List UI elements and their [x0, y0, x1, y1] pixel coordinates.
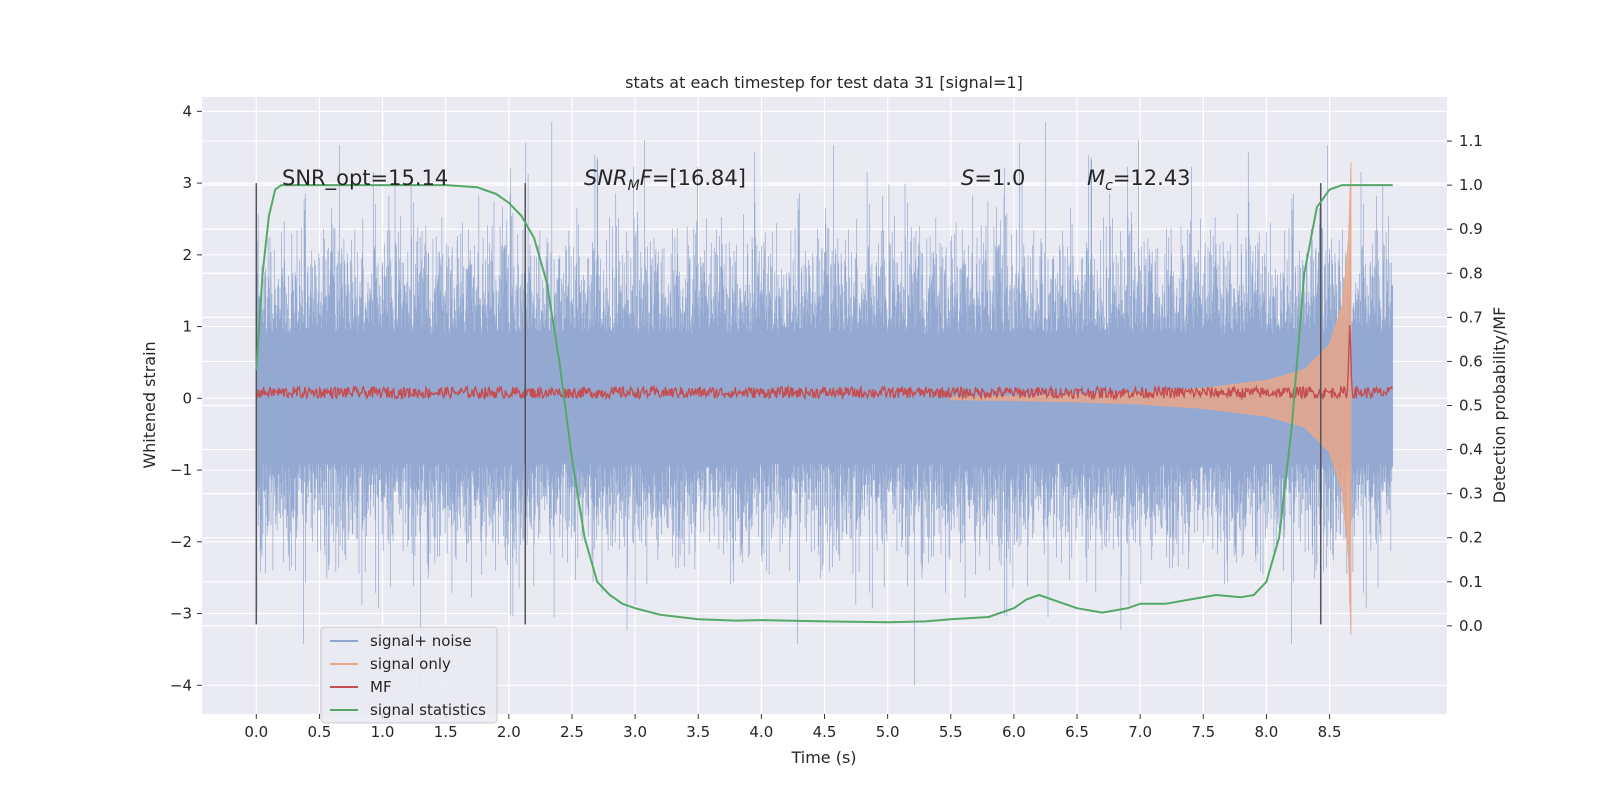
y-right-tick-label: 1.0: [1459, 176, 1483, 194]
annotation-s: S=1.0: [961, 166, 1025, 190]
mf-line: [255, 324, 1393, 401]
x-tick-label: 1.0: [371, 723, 395, 741]
annotation-snr-mf-sub: M: [628, 178, 640, 194]
y-right-tick-label: 0.6: [1459, 352, 1483, 370]
annotation-snr-mf: SNRMF=[16.84]: [584, 166, 746, 194]
annotation-mc-value: =12.43: [1113, 166, 1191, 190]
y-right-tick-label: 0.1: [1459, 573, 1483, 591]
x-tick-label: 3.5: [686, 723, 710, 741]
legend-label-signal: signal only: [370, 655, 451, 673]
annotation-snr-opt: SNR_opt=15.14: [282, 166, 448, 191]
y-tick-label: 0: [182, 389, 192, 407]
x-axis-label: Time (s): [790, 748, 856, 767]
x-tick-label: 7.5: [1191, 723, 1215, 741]
vlines: [255, 183, 1322, 625]
y-right-tick-label: 0.9: [1459, 220, 1483, 238]
x-tick-label: 0.0: [244, 723, 268, 741]
annotation-snr-mf-value: =[16.84]: [652, 166, 746, 190]
annotation-mc-sub: c: [1105, 178, 1113, 194]
y-tick-label: 4: [182, 102, 192, 120]
x-tick-label: 4.5: [813, 723, 837, 741]
y-right-tick-label: 0.7: [1459, 308, 1483, 326]
annotation-snr-mf-tail: F: [640, 166, 653, 190]
y-right-tick-label: 1.1: [1459, 132, 1483, 150]
mf-series: [255, 324, 1393, 401]
legend: signal+ noise signal only MF signal stat…: [320, 626, 498, 724]
x-tick-label: 6.0: [1002, 723, 1026, 741]
annotation-mc-base: M: [1087, 166, 1105, 190]
annotation-mc: Mc=12.43: [1087, 166, 1191, 194]
x-tick-label: 5.5: [939, 723, 963, 741]
y-right-tick-label: 0.0: [1459, 617, 1483, 635]
y-tick-label: −1: [170, 461, 192, 479]
y-right-ticks: 0.0 0.1 0.2 0.3 0.4 0.5 0.6 0.7 0.8 0.9 1.0 1.1: [1447, 132, 1483, 635]
x-tick-label: 8.5: [1318, 723, 1342, 741]
x-tick-label: 3.0: [623, 723, 647, 741]
y-right-tick-label: 0.5: [1459, 397, 1483, 415]
x-tick-label: 0.5: [307, 723, 331, 741]
legend-label-stats: signal statistics: [370, 701, 486, 719]
x-tick-label: 1.5: [434, 723, 458, 741]
x-tick-label: 6.5: [1065, 723, 1089, 741]
y-ticks: −4 −3 −2 −1 0 1 2 3 4: [170, 102, 202, 694]
signal-statistics-line: [255, 184, 1393, 624]
x-tick-label: 4.0: [749, 723, 773, 741]
annotation-snr-mf-base: SNR: [584, 166, 628, 190]
y-tick-label: 3: [182, 174, 192, 192]
annotation-s-value: =1.0: [974, 166, 1025, 190]
x-tick-label: 5.0: [876, 723, 900, 741]
chart-title: stats at each timestep for test data 31 …: [625, 73, 1023, 92]
legend-label-noise: signal+ noise: [370, 632, 472, 650]
y-tick-label: 1: [182, 318, 192, 336]
legend-label-mf: MF: [370, 678, 392, 696]
signal-statistics-series: [255, 184, 1393, 624]
y-right-axis-label: Detection probability/MF: [1490, 307, 1509, 504]
y-axis-label: Whitened strain: [140, 341, 159, 468]
annotation-s-base: S: [961, 166, 974, 190]
y-tick-label: −3: [170, 605, 192, 623]
x-ticks: 0.0 0.5 1.0 1.5 2.0 2.5 3.0 3.5 4.0 4.5 5.0 5.5 6.0 6…: [244, 714, 1342, 741]
y-tick-label: −4: [170, 676, 192, 694]
y-right-tick-label: 0.8: [1459, 264, 1483, 282]
y-right-tick-label: 0.4: [1459, 441, 1483, 459]
y-tick-label: −2: [170, 533, 192, 551]
x-tick-label: 7.0: [1128, 723, 1152, 741]
x-tick-label: 2.0: [497, 723, 521, 741]
legend-box: [320, 626, 498, 724]
x-tick-label: 2.5: [560, 723, 584, 741]
y-tick-label: 2: [182, 246, 192, 264]
y-right-tick-label: 0.2: [1459, 529, 1483, 547]
x-tick-label: 8.0: [1255, 723, 1279, 741]
y-right-tick-label: 0.3: [1459, 485, 1483, 503]
